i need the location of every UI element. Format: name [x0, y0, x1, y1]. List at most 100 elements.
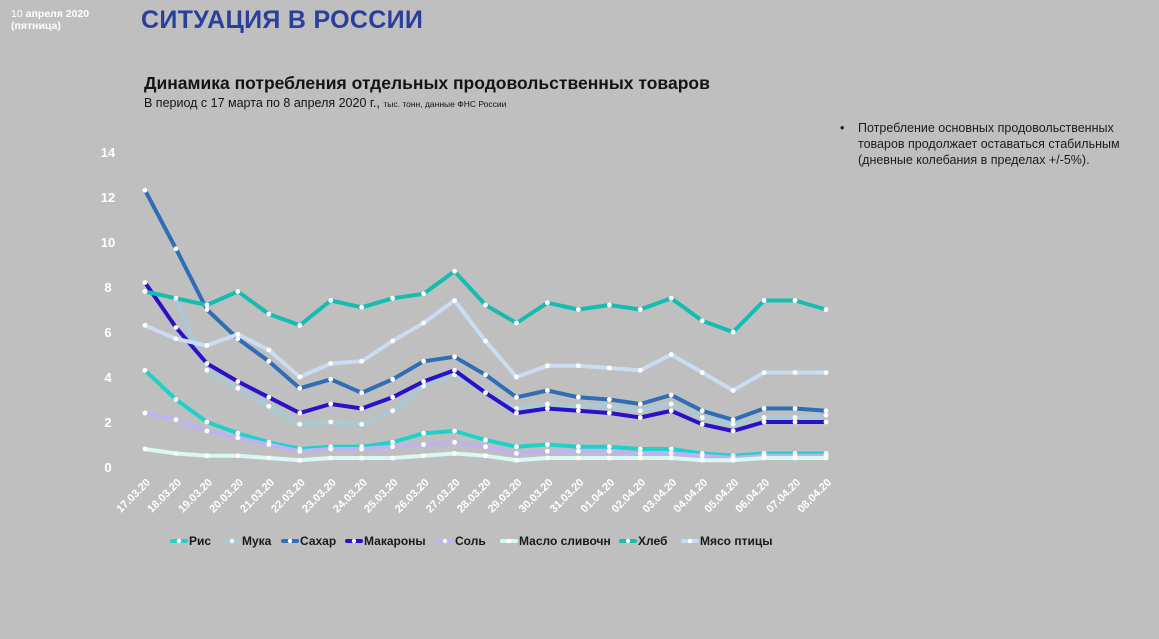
data-point: [699, 318, 705, 324]
data-point: [514, 410, 519, 416]
data-point: [668, 446, 674, 452]
data-point: [823, 370, 829, 375]
data-point: [575, 455, 581, 461]
data-point: [514, 451, 519, 456]
data-point: [575, 408, 581, 414]
data-point: [823, 419, 829, 425]
data-point: [483, 390, 488, 396]
y-tick-label: 0: [104, 460, 111, 475]
data-point: [359, 358, 365, 364]
data-point: [452, 439, 457, 445]
data-point: [235, 385, 241, 391]
side-note-text: Потребление основных продовольственных т…: [858, 121, 1120, 167]
data-point: [359, 304, 365, 310]
data-point: [359, 455, 365, 461]
data-point: [204, 302, 210, 308]
data-point: [359, 421, 365, 427]
data-point: [730, 421, 736, 427]
legend-label: Мясо птицы: [700, 534, 772, 548]
data-point: [730, 428, 736, 434]
data-point: [297, 385, 303, 391]
data-point: [606, 448, 612, 454]
legend-label: Рис: [189, 534, 211, 548]
data-point: [142, 187, 148, 193]
data-point: [390, 295, 396, 301]
series-line: [143, 289, 828, 427]
data-point: [606, 444, 612, 450]
data-point: [730, 388, 736, 393]
data-point: [483, 338, 488, 344]
data-point: [637, 408, 643, 414]
data-point: [266, 311, 272, 317]
data-point: [452, 428, 457, 434]
data-point: [699, 408, 705, 414]
y-tick-label: 6: [104, 325, 111, 340]
data-point: [173, 336, 179, 342]
y-tick-label: 2: [104, 415, 111, 430]
data-point: [792, 415, 798, 420]
data-point: [204, 419, 210, 425]
data-point: [204, 361, 210, 366]
data-point: [668, 295, 674, 301]
data-point: [761, 298, 767, 303]
data-point: [266, 442, 272, 447]
data-point: [235, 379, 241, 384]
data-point: [545, 406, 550, 411]
data-point: [575, 363, 581, 369]
data-point: [359, 446, 365, 452]
data-point: [266, 358, 272, 364]
data-point: [142, 367, 148, 373]
data-point: [792, 406, 798, 411]
data-point: [606, 455, 612, 461]
y-tick-label: 8: [104, 280, 111, 295]
data-point: [637, 415, 643, 420]
data-point: [142, 280, 148, 285]
data-point: [204, 343, 210, 348]
data-point: [730, 457, 736, 463]
data-point: [328, 361, 334, 366]
data-point: [235, 331, 241, 337]
data-point: [173, 417, 179, 423]
data-point: [204, 307, 210, 312]
chart-title: Динамика потребления отдельных продоволь…: [144, 73, 710, 93]
data-point: [421, 430, 426, 436]
data-point: [328, 446, 334, 452]
chart-subtitle-main: В период с 17 марта по 8 апреля 2020 г.,: [144, 96, 380, 110]
data-point: [699, 421, 705, 427]
data-point: [792, 298, 798, 303]
data-point: [142, 322, 148, 328]
data-point: [668, 451, 674, 456]
page-headline: СИТУАЦИЯ В РОССИИ: [141, 6, 424, 34]
data-point: [204, 367, 210, 373]
data-point: [823, 307, 829, 312]
legend-marker: [229, 538, 235, 544]
data-point: [173, 295, 179, 301]
data-point: [730, 329, 736, 335]
data-point: [328, 419, 334, 425]
date-month: апреля 2020: [25, 8, 90, 20]
data-point: [483, 302, 488, 308]
data-point: [235, 453, 241, 459]
data-point: [792, 370, 798, 375]
data-point: [545, 363, 550, 369]
data-point: [637, 307, 643, 312]
data-point: [266, 347, 272, 353]
data-point: [204, 453, 210, 459]
data-point: [761, 415, 767, 420]
data-point: [637, 451, 643, 456]
chart-subtitle: В период с 17 марта по 8 апреля 2020 г.,…: [144, 96, 506, 110]
data-point: [328, 401, 334, 407]
data-point: [637, 455, 643, 461]
legend-label: Мука: [242, 534, 272, 548]
data-point: [483, 437, 488, 443]
data-point: [699, 457, 705, 463]
data-point: [545, 442, 550, 447]
data-point: [390, 338, 396, 344]
legend-marker: [351, 538, 357, 544]
data-point: [173, 397, 179, 402]
data-point: [606, 397, 612, 402]
data-point: [545, 448, 550, 454]
data-point: [328, 298, 334, 303]
data-point: [204, 428, 210, 434]
data-point: [668, 392, 674, 398]
